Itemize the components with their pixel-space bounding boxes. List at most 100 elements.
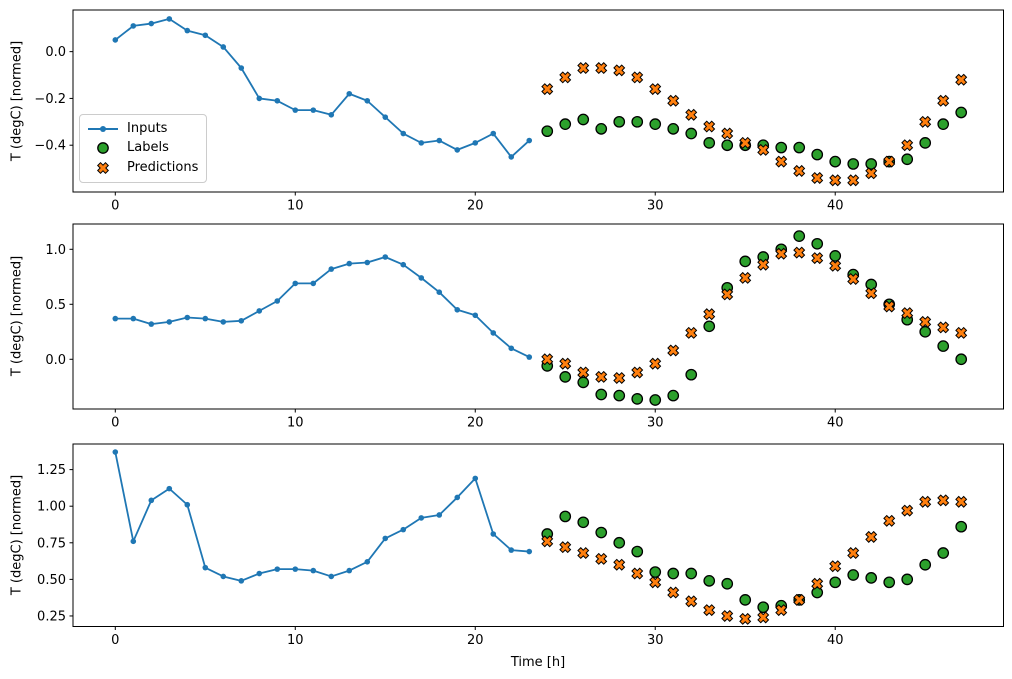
inputs-point-marker — [418, 275, 425, 281]
inputs-point-marker — [112, 449, 119, 455]
predictions-x-marker — [757, 258, 770, 271]
labels-circle-marker — [793, 230, 806, 242]
inputs-point-marker — [220, 44, 227, 50]
x-tick-label: 40 — [827, 633, 844, 648]
labels-circle-marker — [793, 141, 806, 154]
predictions-x-marker — [883, 300, 896, 313]
predictions-x-marker — [793, 164, 806, 177]
predictions-x-marker — [865, 287, 878, 300]
predictions-x-marker — [937, 321, 950, 334]
labels-circle-marker — [649, 566, 662, 578]
inputs-point-marker — [526, 137, 533, 144]
predictions-x-marker — [865, 530, 878, 543]
predictions-x-marker — [541, 353, 554, 366]
predictions-x-marker — [865, 167, 878, 180]
inputs-point-marker — [310, 567, 317, 574]
labels-circle-marker — [595, 526, 608, 539]
inputs-point-marker — [184, 501, 191, 508]
y-axis-label-subplot-2: T (degC) [normed] — [9, 255, 25, 377]
labels-circle-marker — [667, 122, 680, 135]
labels-circle-marker — [559, 118, 572, 131]
predictions-x-marker — [829, 174, 842, 187]
inputs-point-marker — [130, 23, 137, 29]
labels-circle-marker — [847, 158, 860, 170]
subplot-2-axes: 0 10 20 30 40 1.0 0.5 0.0 — [45, 223, 1004, 431]
predictions-x-marker — [901, 504, 914, 517]
labels-circle-marker — [829, 155, 842, 168]
inputs-point-marker — [184, 27, 191, 34]
y-tick-label: 0.5 — [45, 298, 66, 313]
predictions-x-marker — [541, 535, 554, 548]
inputs-point-marker — [490, 130, 497, 137]
labels-circle-marker — [757, 601, 770, 614]
labels-circle-marker — [739, 255, 752, 268]
predictions-x-marker — [649, 576, 662, 589]
predictions-x-marker — [847, 547, 860, 560]
labels-circle-marker — [559, 510, 572, 523]
labels-circle-marker — [955, 520, 968, 533]
x-tick-label: 20 — [467, 416, 484, 431]
labels-circle-marker — [865, 158, 878, 170]
labels-circle-marker — [667, 389, 680, 402]
predictions-x-marker — [739, 612, 752, 625]
predictions-x-marker — [631, 366, 644, 379]
y-tick-label: −0.4 — [34, 139, 66, 154]
inputs-point-marker — [274, 97, 281, 104]
x-tick-label: 30 — [647, 633, 664, 648]
predictions-x-marker — [541, 83, 554, 96]
inputs-point-marker — [436, 137, 443, 144]
legend-item-predictions: Predictions — [80, 159, 206, 177]
labels-circle-marker — [613, 115, 626, 128]
labels-circle-marker — [865, 278, 878, 291]
predictions-x-marker — [559, 541, 572, 554]
labels-circle-marker — [703, 137, 716, 149]
legend-predictions-x — [96, 162, 110, 175]
labels-circle-marker — [901, 573, 914, 586]
inputs-point-marker — [490, 330, 497, 336]
inputs-point-marker — [220, 573, 227, 580]
inputs-point-marker — [400, 130, 407, 137]
inputs-point-marker — [508, 345, 515, 352]
plot-area — [72, 9, 1004, 193]
predictions-x-marker — [847, 174, 860, 187]
labels-circle-marker — [865, 572, 878, 584]
inputs-point-marker — [292, 107, 299, 113]
predictions-x-marker — [919, 495, 932, 508]
predictions-x-marker — [955, 326, 968, 339]
labels-circle-marker — [631, 115, 644, 128]
labels-circle-marker — [937, 118, 950, 131]
line-dot-icon — [86, 123, 120, 135]
inputs-point-marker — [328, 573, 335, 580]
inputs-point-marker — [220, 319, 227, 325]
predictions-x-marker — [919, 315, 932, 328]
inputs-point-marker — [472, 312, 479, 319]
x-tick-label: 0 — [111, 416, 119, 431]
predictions-x-marker — [595, 370, 608, 383]
inputs-point-marker — [112, 315, 119, 322]
inputs-point-marker — [328, 266, 335, 272]
labels-circle-marker — [685, 567, 698, 580]
legend-label-labels: Labels — [127, 140, 169, 156]
inputs-point-marker — [166, 485, 173, 492]
legend-item-labels: Labels — [80, 139, 206, 157]
predictions-x-marker — [829, 259, 842, 272]
series-inputs-line — [112, 254, 533, 360]
predictions-x-marker — [739, 271, 752, 284]
series-predictions-scatter — [541, 62, 968, 187]
series-inputs-line — [112, 449, 533, 584]
predictions-x-marker — [811, 252, 824, 265]
inputs-point-marker — [292, 280, 299, 287]
y-tick-label: 0.75 — [37, 536, 66, 551]
inputs-point-marker — [202, 315, 209, 322]
y-axis-label-subplot-3: T (degC) [normed] — [9, 474, 25, 596]
inputs-point-marker — [238, 317, 245, 324]
predictions-x-marker — [631, 71, 644, 84]
x-tick-label: 20 — [467, 633, 484, 648]
inputs-point-marker — [508, 154, 515, 160]
legend-label-inputs: Inputs — [127, 120, 168, 136]
inputs-point-marker — [418, 515, 425, 521]
predictions-x-marker — [667, 94, 680, 107]
predictions-x-marker — [667, 344, 680, 357]
